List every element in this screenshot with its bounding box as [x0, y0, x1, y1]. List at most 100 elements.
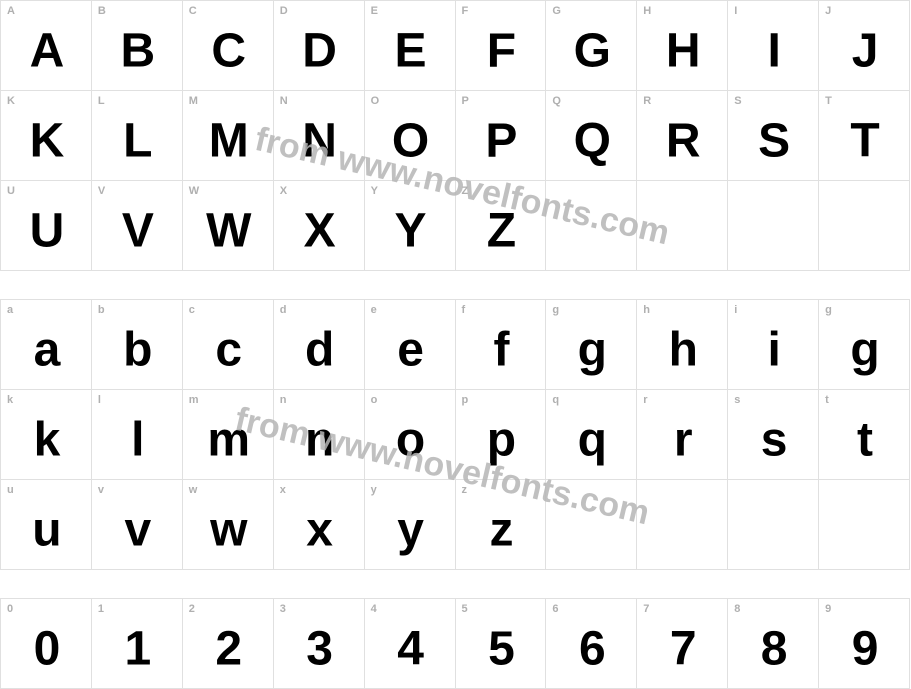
- glyph-cell[interactable]: mm: [183, 390, 274, 480]
- glyph-cell[interactable]: 99: [819, 599, 910, 689]
- glyph-cell[interactable]: ll: [92, 390, 183, 480]
- glyph-cell-label: q: [552, 394, 559, 406]
- glyph-cell[interactable]: ww: [183, 480, 274, 570]
- glyph-cell[interactable]: rr: [637, 390, 728, 480]
- glyph-cell[interactable]: NN: [274, 91, 365, 181]
- glyph-cell: [637, 480, 728, 570]
- glyph-cell-glyph: 1: [124, 621, 149, 676]
- glyph-cell[interactable]: tt: [819, 390, 910, 480]
- glyph-cell[interactable]: GG: [546, 1, 637, 91]
- block-spacer: [0, 570, 911, 598]
- glyph-cell[interactable]: LL: [92, 91, 183, 181]
- glyph-cell[interactable]: 66: [546, 599, 637, 689]
- glyph-cell-glyph: h: [669, 322, 696, 377]
- glyph-cell[interactable]: FF: [456, 1, 547, 91]
- glyph-cell[interactable]: EE: [365, 1, 456, 91]
- glyph-cell-glyph: U: [30, 203, 63, 258]
- glyph-cell[interactable]: JJ: [819, 1, 910, 91]
- glyph-cell-glyph: H: [666, 23, 699, 78]
- glyph-cell[interactable]: uu: [1, 480, 92, 570]
- glyph-cell[interactable]: YY: [365, 181, 456, 271]
- glyph-cell-glyph: B: [121, 23, 154, 78]
- glyph-cell-glyph: 2: [215, 621, 240, 676]
- glyph-cell[interactable]: hh: [637, 300, 728, 390]
- glyph-cell[interactable]: 00: [1, 599, 92, 689]
- glyph-cell[interactable]: DD: [274, 1, 365, 91]
- glyph-cell-label: 0: [7, 603, 13, 615]
- glyph-cell[interactable]: HH: [637, 1, 728, 91]
- glyph-cell[interactable]: SS: [728, 91, 819, 181]
- glyph-cell-glyph: S: [758, 113, 788, 168]
- glyph-cell-glyph: y: [397, 502, 422, 557]
- glyph-cell-label: G: [552, 5, 561, 17]
- glyph-cell-label: 4: [371, 603, 377, 615]
- glyph-cell[interactable]: KK: [1, 91, 92, 181]
- glyph-cell-glyph: o: [396, 412, 423, 467]
- glyph-cell[interactable]: qq: [546, 390, 637, 480]
- glyph-cell[interactable]: ff: [456, 300, 547, 390]
- glyph-cell-glyph: O: [392, 113, 427, 168]
- glyph-cell[interactable]: dd: [274, 300, 365, 390]
- glyph-cell-label: D: [280, 5, 288, 17]
- glyph-cell[interactable]: nn: [274, 390, 365, 480]
- glyph-cell[interactable]: II: [728, 1, 819, 91]
- glyph-cell[interactable]: BB: [92, 1, 183, 91]
- glyph-cell[interactable]: OO: [365, 91, 456, 181]
- glyph-cell[interactable]: WW: [183, 181, 274, 271]
- glyph-cell[interactable]: RR: [637, 91, 728, 181]
- glyph-cell-label: H: [643, 5, 651, 17]
- glyph-cell[interactable]: ss: [728, 390, 819, 480]
- glyph-cell-glyph: C: [211, 23, 244, 78]
- glyph-cell-label: i: [734, 304, 737, 316]
- glyph-cell-label: S: [734, 95, 741, 107]
- glyph-cell-label: f: [462, 304, 466, 316]
- glyph-cell[interactable]: TT: [819, 91, 910, 181]
- glyph-grid-lowercase: aabbccddeeffgghhiiggkkllmmnnooppqqrrsstt…: [0, 299, 910, 570]
- glyph-cell-label: 2: [189, 603, 195, 615]
- glyph-cell[interactable]: XX: [274, 181, 365, 271]
- glyph-cell[interactable]: 44: [365, 599, 456, 689]
- glyph-cell[interactable]: ZZ: [456, 181, 547, 271]
- glyph-cell-glyph: F: [487, 23, 514, 78]
- glyph-cell[interactable]: bb: [92, 300, 183, 390]
- glyph-cell[interactable]: ii: [728, 300, 819, 390]
- glyph-cell-glyph: v: [124, 502, 149, 557]
- glyph-cell[interactable]: MM: [183, 91, 274, 181]
- glyph-cell[interactable]: CC: [183, 1, 274, 91]
- glyph-cell-glyph: d: [305, 322, 332, 377]
- glyph-cell[interactable]: ee: [365, 300, 456, 390]
- glyph-cell[interactable]: kk: [1, 390, 92, 480]
- glyph-cell-label: b: [98, 304, 105, 316]
- glyph-cell-glyph: 0: [34, 621, 59, 676]
- glyph-cell[interactable]: yy: [365, 480, 456, 570]
- glyph-cell[interactable]: AA: [1, 1, 92, 91]
- glyph-cell[interactable]: oo: [365, 390, 456, 480]
- glyph-cell[interactable]: 77: [637, 599, 728, 689]
- glyph-cell[interactable]: 33: [274, 599, 365, 689]
- glyph-cell[interactable]: xx: [274, 480, 365, 570]
- glyph-cell[interactable]: aa: [1, 300, 92, 390]
- glyph-cell-glyph: l: [131, 412, 142, 467]
- glyph-cell: [728, 480, 819, 570]
- glyph-cell[interactable]: gg: [819, 300, 910, 390]
- glyph-cell[interactable]: vv: [92, 480, 183, 570]
- glyph-cell-glyph: r: [674, 412, 691, 467]
- glyph-cell-glyph: R: [666, 113, 699, 168]
- glyph-cell-label: l: [98, 394, 101, 406]
- glyph-cell[interactable]: 11: [92, 599, 183, 689]
- glyph-cell-glyph: V: [122, 203, 152, 258]
- glyph-cell-glyph: e: [397, 322, 422, 377]
- glyph-cell[interactable]: UU: [1, 181, 92, 271]
- glyph-cell[interactable]: PP: [456, 91, 547, 181]
- glyph-cell[interactable]: 88: [728, 599, 819, 689]
- glyph-cell-label: t: [825, 394, 829, 406]
- glyph-cell[interactable]: 22: [183, 599, 274, 689]
- glyph-cell[interactable]: 55: [456, 599, 547, 689]
- glyph-cell[interactable]: VV: [92, 181, 183, 271]
- glyph-cell[interactable]: pp: [456, 390, 547, 480]
- glyph-cell[interactable]: zz: [456, 480, 547, 570]
- glyph-cell-glyph: b: [123, 322, 150, 377]
- glyph-cell[interactable]: gg: [546, 300, 637, 390]
- glyph-cell[interactable]: cc: [183, 300, 274, 390]
- glyph-cell[interactable]: QQ: [546, 91, 637, 181]
